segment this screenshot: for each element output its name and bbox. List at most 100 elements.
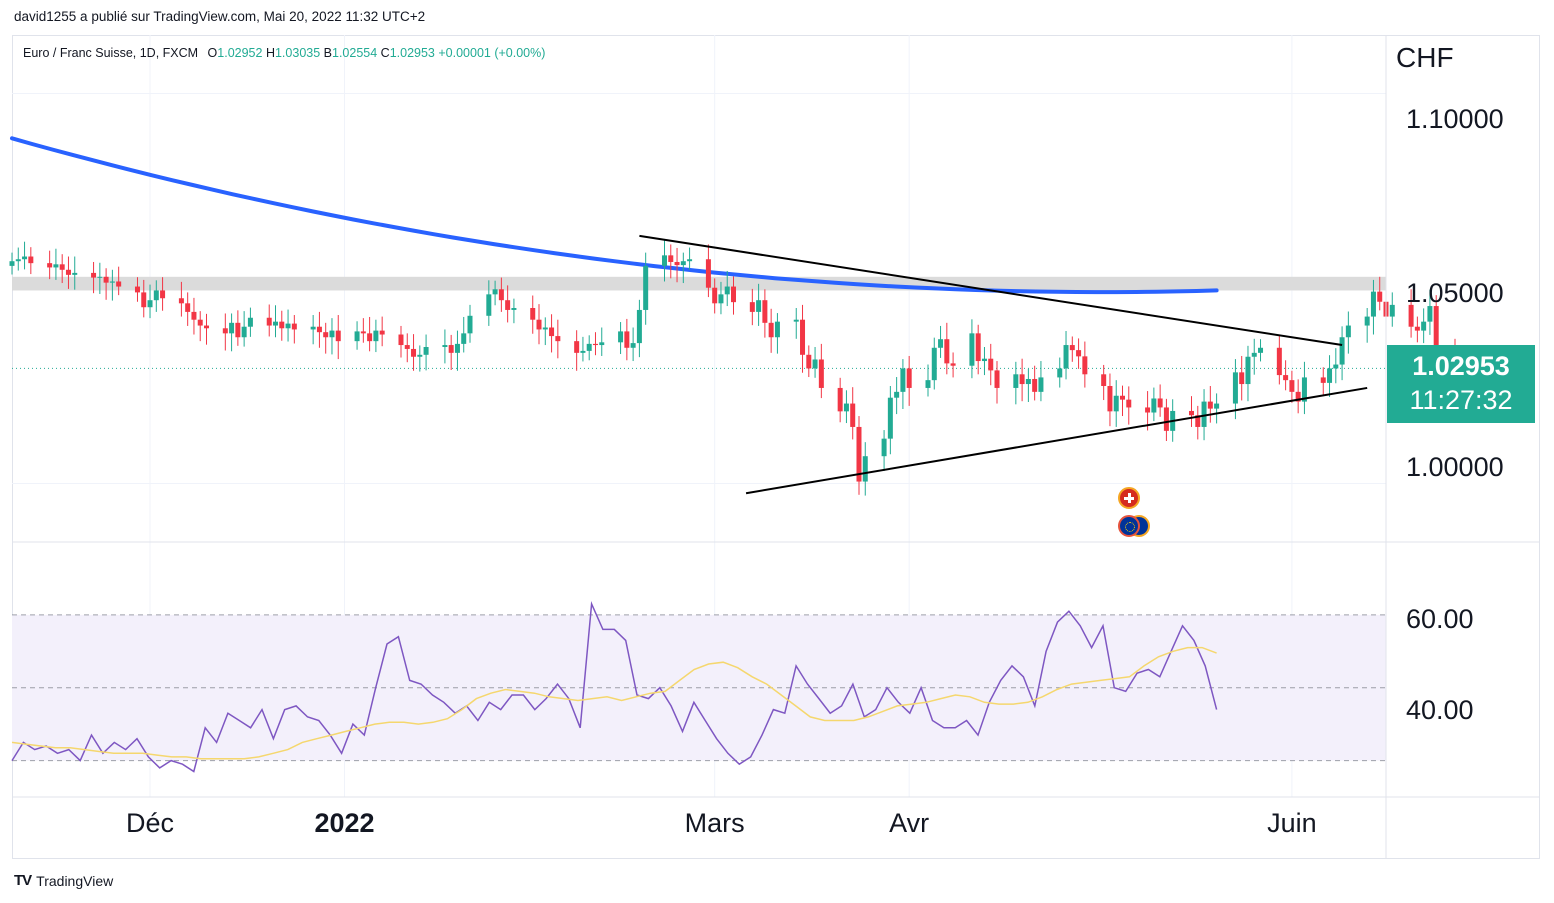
high-value: 1.03035 <box>274 46 321 60</box>
candle-body <box>222 328 228 334</box>
candle-body <box>1295 391 1301 402</box>
candle-body <box>661 255 667 266</box>
candle-body <box>969 333 975 366</box>
candle-body <box>906 368 912 388</box>
candle-body <box>454 343 460 353</box>
candle-body <box>178 298 184 304</box>
rsi-layer <box>11 600 1386 773</box>
candle-body <box>316 326 322 333</box>
candle-body <box>712 287 718 304</box>
candle-body <box>97 276 103 278</box>
candle-body <box>109 281 115 283</box>
candle-body <box>756 300 762 312</box>
candle-body <box>1069 345 1075 351</box>
open-value: 1.02952 <box>217 46 263 60</box>
candle-body <box>367 333 373 342</box>
candle-body <box>988 358 994 371</box>
candle-body <box>1195 415 1201 427</box>
swiss-flag-icon[interactable] <box>1118 487 1140 509</box>
candle-body <box>511 308 517 310</box>
candles-layer <box>9 238 1464 496</box>
candle-body <box>950 363 956 366</box>
candle-body <box>843 403 849 412</box>
candle-body <box>273 321 279 326</box>
candle-body <box>91 272 97 278</box>
candle-body <box>981 358 987 362</box>
candle-body <box>862 456 868 482</box>
candle-body <box>1214 403 1220 409</box>
candle-body <box>486 294 492 316</box>
candle-body <box>1251 352 1257 357</box>
candle-body <box>900 368 906 392</box>
time-tick-label: Juin <box>1267 808 1317 838</box>
candle-body <box>153 290 159 301</box>
eu-flag-icon[interactable] <box>1118 515 1140 537</box>
candle-body <box>938 339 944 348</box>
rsi-ma-line <box>11 646 1217 760</box>
candle-body <box>1258 347 1264 353</box>
candle-body <box>881 438 887 457</box>
axis-layer <box>12 35 1540 859</box>
rsi-tick-label: 40.00 <box>1406 695 1474 725</box>
time-tick-label: Avr <box>889 808 930 838</box>
candle-body <box>718 294 724 304</box>
candle-body <box>731 286 737 303</box>
candle-body <box>147 300 153 308</box>
candle-body <box>1414 326 1420 331</box>
resistance-zone-layer <box>12 276 1386 369</box>
candle-body <box>498 289 504 301</box>
tradingview-brand[interactable]: TV TradingView <box>14 872 113 889</box>
candle-body <box>266 317 272 326</box>
candle-body <box>586 343 592 351</box>
candle-body <box>1289 380 1295 392</box>
candle-body <box>191 311 197 320</box>
candle-body <box>837 387 843 412</box>
candle-body <box>1345 325 1351 338</box>
time-tick-label: Mars <box>684 808 745 838</box>
candle-body <box>235 322 241 338</box>
candle-body <box>768 322 774 338</box>
candle-body <box>1063 345 1069 369</box>
candle-body <box>925 380 931 388</box>
candle-body <box>279 321 285 329</box>
candle-body <box>850 403 856 427</box>
candle-body <box>1421 321 1427 331</box>
candle-body <box>975 333 981 362</box>
candle-body <box>442 345 448 347</box>
candle-body <box>1076 350 1082 357</box>
candle-body <box>1433 306 1439 353</box>
brand-name: TradingView <box>36 872 114 889</box>
symbol-label[interactable]: Euro / Franc Suisse, 1D, FXCM <box>23 46 199 60</box>
candle-body <box>1283 375 1289 381</box>
candle-body <box>134 286 140 293</box>
candle-body <box>1126 399 1132 408</box>
candle-body <box>185 303 191 312</box>
candle-body <box>806 354 812 369</box>
candle-body <box>1157 398 1163 408</box>
candle-body <box>285 323 291 329</box>
candle-body <box>618 331 624 343</box>
candle-body <box>53 264 59 268</box>
candle-body <box>1107 386 1113 412</box>
candle-body <box>749 302 755 312</box>
candle-body <box>448 345 454 353</box>
candle-body <box>229 322 235 334</box>
support-trendline <box>745 386 1368 495</box>
candle-body <box>1327 368 1333 383</box>
candle-body <box>643 265 649 310</box>
candle-body <box>1333 364 1339 369</box>
candle-body <box>360 331 366 334</box>
candle-body <box>103 276 109 283</box>
candle-body <box>549 327 555 337</box>
candle-body <box>687 259 693 262</box>
last-price-badge: 1.02953 11:27:32 <box>1387 345 1535 423</box>
candle-body <box>310 326 316 330</box>
candle-body <box>1320 377 1326 383</box>
candle-body <box>724 286 730 295</box>
candle-body <box>668 255 674 262</box>
candle-body <box>1389 304 1395 317</box>
candle-body <box>705 259 711 288</box>
candle-body <box>404 345 410 349</box>
candle-body <box>411 348 417 357</box>
